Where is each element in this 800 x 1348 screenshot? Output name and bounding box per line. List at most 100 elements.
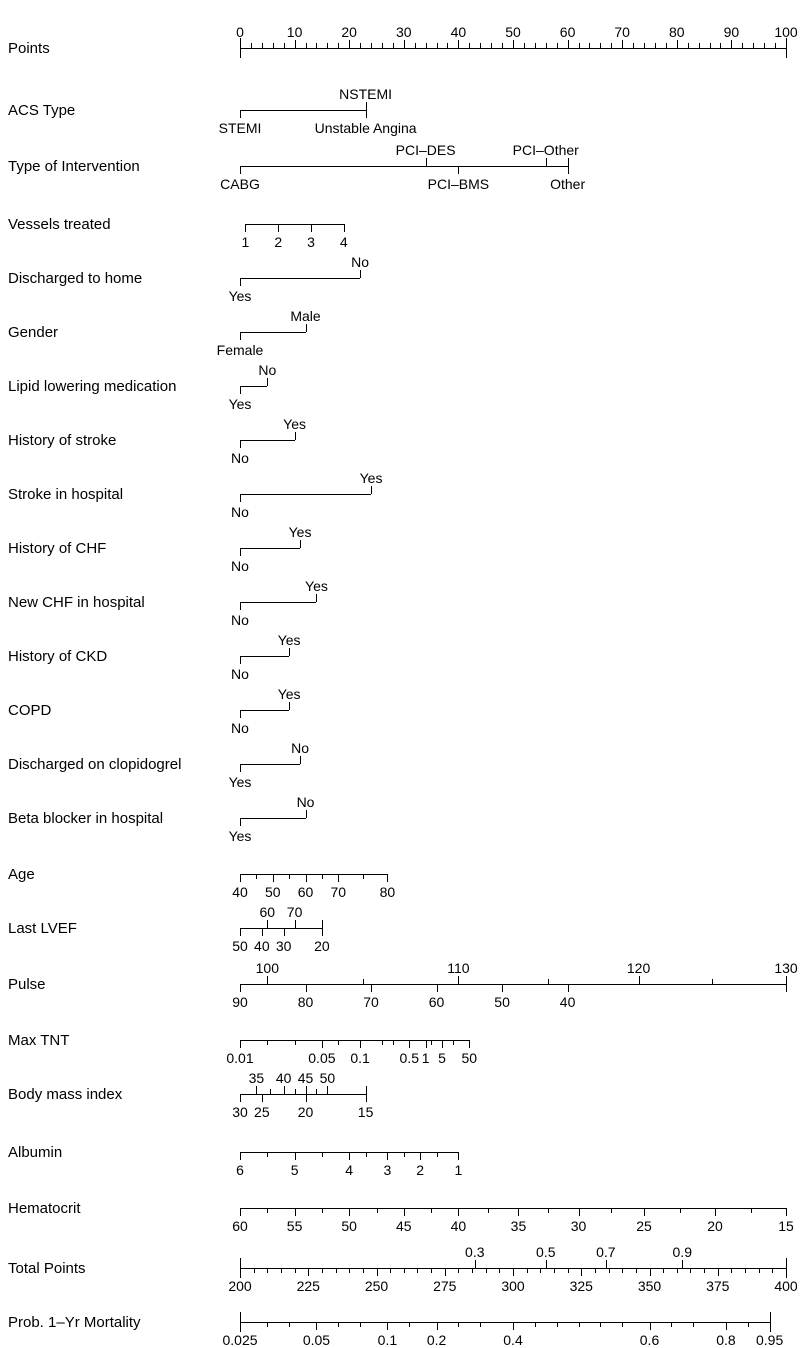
label: 0.5	[400, 1050, 419, 1066]
tick	[393, 43, 394, 48]
tick	[518, 1208, 519, 1216]
label: 40	[276, 1070, 292, 1086]
label: 2	[274, 234, 282, 250]
label: 0.4	[503, 1332, 522, 1348]
tick	[240, 1268, 241, 1273]
axis-line	[240, 818, 306, 819]
label: PCI–Other	[513, 142, 579, 158]
label: Discharged on clopidogrel	[8, 756, 181, 773]
tick	[371, 43, 372, 48]
tick	[548, 1208, 549, 1213]
tick	[437, 984, 438, 992]
label: No	[258, 362, 276, 378]
tick	[240, 1312, 241, 1322]
label: No	[231, 666, 249, 682]
tick	[469, 1040, 470, 1048]
label: Discharged to home	[8, 270, 142, 287]
tick	[453, 1040, 454, 1045]
tick	[609, 1268, 610, 1273]
label: 50	[462, 1050, 478, 1066]
label: History of stroke	[8, 432, 116, 449]
tick	[535, 1322, 536, 1327]
tick	[267, 920, 268, 928]
label: CABG	[220, 176, 260, 192]
label: 30	[396, 24, 412, 40]
label: Body mass index	[8, 1086, 122, 1103]
label: Yes	[305, 578, 328, 594]
label: 40	[254, 938, 270, 954]
label: Total Points	[8, 1260, 86, 1277]
tick	[262, 1094, 263, 1102]
tick	[611, 1208, 612, 1213]
tick	[712, 979, 713, 984]
label: 20	[341, 24, 357, 40]
tick	[360, 1040, 361, 1048]
tick	[281, 1268, 282, 1273]
label: 15	[358, 1104, 374, 1120]
tick	[480, 43, 481, 48]
tick	[671, 1322, 672, 1327]
tick	[775, 43, 776, 48]
tick	[284, 928, 285, 936]
tick	[786, 984, 787, 992]
label: History of CKD	[8, 648, 107, 665]
tick	[366, 1094, 367, 1102]
label: 55	[287, 1218, 303, 1234]
label: 375	[706, 1278, 729, 1294]
axis-line	[240, 1040, 469, 1041]
tick	[786, 1258, 787, 1268]
tick	[458, 40, 459, 48]
axis-line	[240, 278, 360, 279]
tick	[251, 43, 252, 48]
axis-line	[240, 548, 300, 549]
tick	[295, 1268, 296, 1273]
label: 25	[254, 1104, 270, 1120]
tick	[622, 1322, 623, 1327]
label: 0.95	[756, 1332, 783, 1348]
tick	[322, 1208, 323, 1213]
label: ACS Type	[8, 102, 75, 119]
tick	[390, 1268, 391, 1273]
tick	[240, 818, 241, 826]
tick	[568, 40, 569, 48]
tick	[289, 702, 290, 710]
tick	[316, 594, 317, 602]
label: 90	[232, 994, 248, 1010]
tick	[663, 1268, 664, 1273]
tick	[306, 43, 307, 48]
tick	[295, 1208, 296, 1216]
tick	[327, 43, 328, 48]
tick	[568, 158, 569, 166]
label: 5	[291, 1162, 299, 1178]
tick	[387, 1322, 388, 1330]
label: No	[231, 504, 249, 520]
tick	[322, 1040, 323, 1048]
label: NSTEMI	[339, 86, 392, 102]
tick	[240, 1040, 241, 1048]
label: 70	[330, 884, 346, 900]
tick	[371, 984, 372, 992]
tick	[240, 1152, 241, 1160]
tick	[322, 874, 323, 879]
tick	[688, 43, 689, 48]
label: 0	[236, 24, 244, 40]
tick	[718, 1268, 719, 1273]
label: No	[231, 612, 249, 628]
label: 0.6	[640, 1332, 659, 1348]
tick	[306, 810, 307, 818]
tick	[600, 1322, 601, 1327]
tick	[581, 1268, 582, 1273]
tick	[240, 440, 241, 448]
tick	[336, 1268, 337, 1273]
tick	[502, 43, 503, 48]
tick	[458, 1208, 459, 1216]
label: 3	[384, 1162, 392, 1178]
tick	[240, 166, 241, 174]
tick	[273, 874, 274, 882]
tick	[639, 976, 640, 984]
tick	[295, 1152, 296, 1160]
tick	[770, 1322, 771, 1330]
label: 80	[380, 884, 396, 900]
tick	[322, 920, 323, 928]
label: COPD	[8, 702, 51, 719]
